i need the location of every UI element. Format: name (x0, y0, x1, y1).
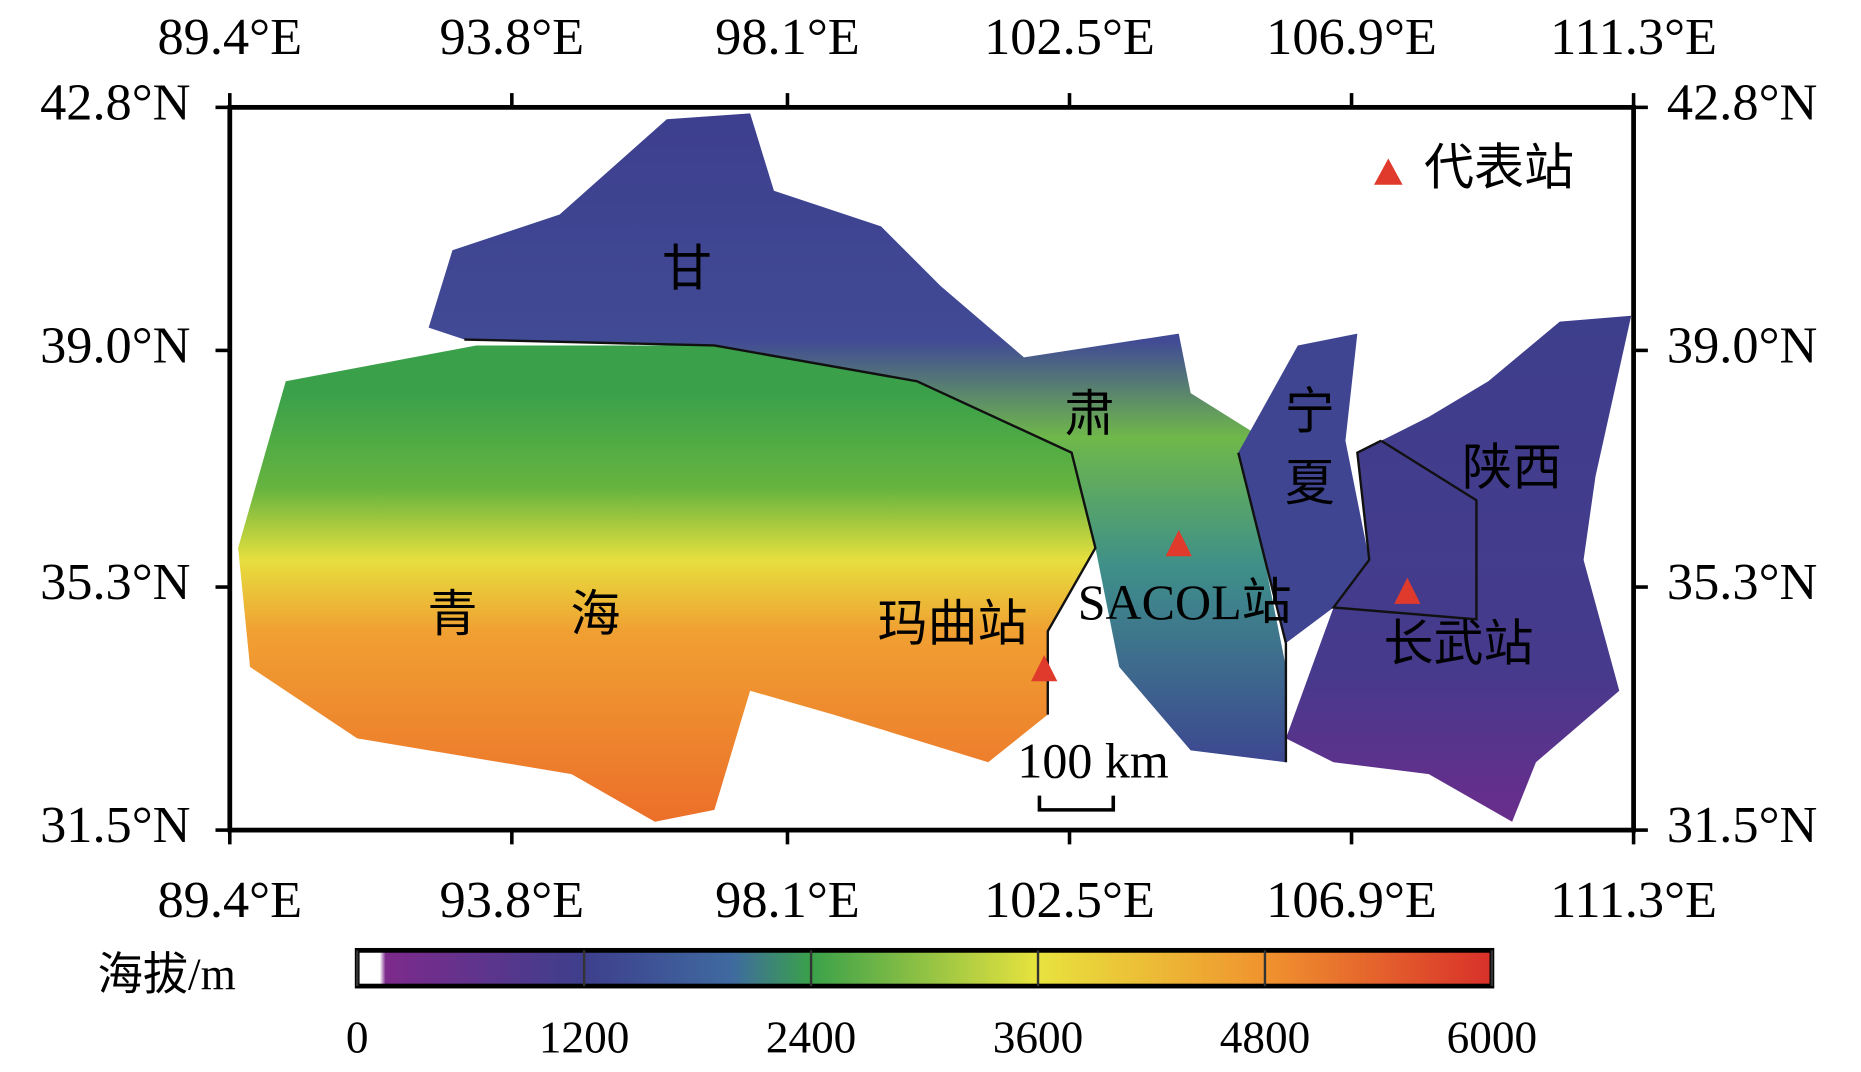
region-label: 甘 (662, 241, 712, 297)
lon-tick-label: 106.9°E (1266, 871, 1437, 929)
colorbar-tick-label: 2400 (766, 1012, 856, 1062)
lon-tick-label: 102.5°E (984, 871, 1155, 929)
colorbar-tick-label: 3600 (993, 1012, 1083, 1062)
legend-label: 代表站 (1424, 139, 1574, 195)
legend-marker (1374, 158, 1403, 185)
region-label: 肃 (1064, 386, 1114, 442)
lon-tick-label: 111.3°E (1550, 8, 1717, 66)
lon-tick-label: 93.8°E (440, 871, 585, 929)
station-label: 长武站 (1384, 616, 1534, 672)
lat-tick-label: 42.8°N (40, 73, 190, 131)
gansu-region (428, 113, 1286, 763)
ningxia-region (1238, 333, 1370, 644)
lat-tick-label: 42.8°N (1667, 73, 1817, 131)
colorbar-tick-label: 1200 (539, 1012, 629, 1062)
region-label: 宁 (1285, 383, 1335, 439)
province-border (1331, 439, 1478, 621)
station-marker (1165, 530, 1192, 557)
lon-tick-label: 98.1°E (715, 871, 860, 929)
region-label: 海 (570, 586, 620, 642)
map-frame (227, 104, 1636, 833)
station-label: 玛曲站 (878, 595, 1028, 651)
qinghai-region (238, 345, 1096, 822)
station-label: SACOL站 (1078, 574, 1292, 630)
province-border (464, 338, 1097, 715)
lat-tick-label: 35.3°N (40, 553, 190, 611)
scale-bar-label: 100 km (1017, 732, 1168, 788)
lat-tick-label: 31.5°N (40, 796, 190, 854)
lon-tick-label: 89.4°E (157, 871, 302, 929)
region-label: 陕西 (1462, 439, 1562, 495)
lon-tick-label: 106.9°E (1266, 8, 1437, 66)
lon-tick-label: 102.5°E (984, 8, 1155, 66)
colorbar-tick-label: 0 (346, 1012, 369, 1062)
lat-tick-label: 35.3°N (1667, 553, 1817, 611)
region-label: 夏 (1285, 455, 1335, 511)
lon-tick-label: 98.1°E (715, 8, 860, 66)
station-marker (1394, 577, 1421, 604)
region-label: 青 (427, 586, 477, 642)
lon-tick-label: 89.4°E (157, 8, 302, 66)
station-marker (1031, 655, 1058, 682)
lat-tick-label: 31.5°N (1667, 796, 1817, 854)
lat-tick-label: 39.0°N (1667, 316, 1817, 374)
colorbar-tick-label: 6000 (1447, 1012, 1537, 1062)
map-area (238, 113, 1632, 822)
colorbar (354, 947, 1495, 989)
shaanxi-region (1285, 315, 1632, 822)
scale-bar (1037, 795, 1116, 812)
lon-tick-label: 93.8°E (440, 8, 585, 66)
lat-tick-label: 39.0°N (40, 316, 190, 374)
colorbar-title: 海拔/m (98, 949, 236, 999)
colorbar-tick-label: 4800 (1220, 1012, 1310, 1062)
province-border (1237, 452, 1288, 763)
lon-tick-label: 111.3°E (1550, 871, 1717, 929)
